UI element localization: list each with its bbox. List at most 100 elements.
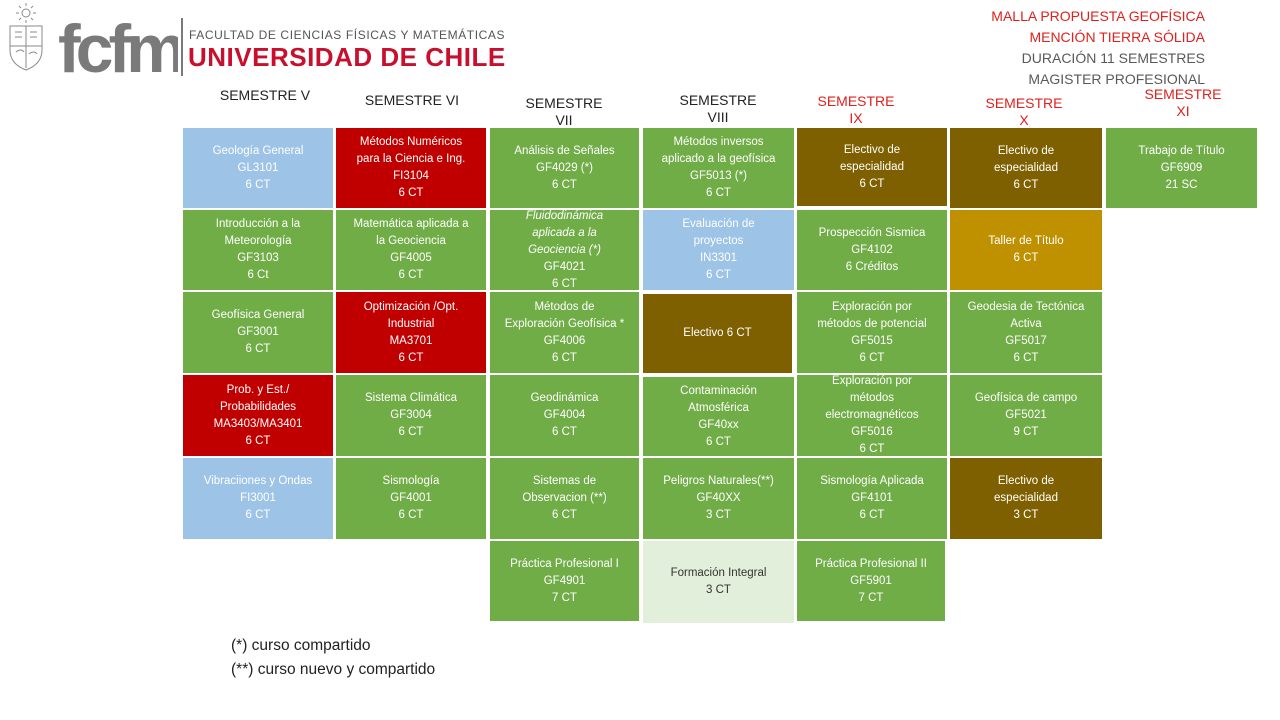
program-duration: DURACIÓN 11 SEMESTRES [1021, 50, 1205, 66]
course-line: Trabajo de Título [1138, 144, 1225, 157]
semester-header-ix: SEMESTRE IX [817, 93, 895, 126]
course-line: especialidad [994, 492, 1058, 504]
course-line: 9 CT [1013, 426, 1039, 438]
course-line: GF5021 [1005, 409, 1047, 421]
course-line: Industrial [387, 317, 435, 330]
course-box-formacion-integral: Formación Integral 3 CT [642, 540, 795, 624]
faculty-name: FACULTAD DE CIENCIAS FÍSICAS Y MATEMÁTIC… [189, 28, 506, 42]
course-box-geologia-general: Geología General GL3101 6 CT [182, 127, 334, 209]
course-line: Exploración por [832, 375, 912, 387]
semester-header-x: SEMESTRE X [985, 95, 1063, 128]
semester-header-vi: SEMESTRE VI [364, 92, 460, 108]
course-box-prospeccion-sismica: Prospección Sismica GF4102 6 Créditos [796, 209, 948, 291]
course-box-fluidodinamica: Fluidodinámica aplicada a la Geociencia (*… [489, 209, 640, 291]
course-line: GF4101 [851, 492, 893, 504]
course-line: aplicada a la [532, 226, 597, 239]
course-box-sistema-climatica: Sistema Climática GF3004 6 CT [335, 374, 487, 457]
course-line: Exploración Geofísica * [504, 317, 625, 330]
course-box-practica-profesional-1: Práctica Profesional I GF4901 7 CT [489, 540, 640, 622]
course-line: Probabilidades [219, 400, 297, 413]
course-line: GF4001 [390, 492, 432, 504]
course-line: Observacion (**) [522, 492, 607, 504]
course-box-evaluacion-proyectos: Evaluación de proyectos IN3301 6 CT [642, 209, 795, 291]
fcfm-logo: fcfm [58, 18, 178, 80]
course-line: Métodos inversos [673, 136, 764, 148]
course-line: la Geociencia [376, 235, 446, 247]
course-box-practica-profesional-2: Práctica Profesional II GF5901 7 CT [796, 540, 946, 622]
course-line: Prospección Sismica [818, 226, 926, 239]
course-line: Activa [1010, 317, 1042, 330]
footnotes: (*) curso compartido (**) curso nuevo y … [231, 634, 435, 682]
course-line: 6 CT [552, 509, 577, 521]
course-line: 3 CT [706, 509, 731, 521]
course-line: 6 CT [1013, 351, 1039, 364]
course-line: GF4029 (*) [536, 161, 593, 174]
course-box-electivo-viii: Electivo 6 CT [642, 293, 793, 374]
course-line: Vibraciiones y Ondas [203, 475, 313, 487]
course-box-contaminacion: Contaminación Atmosférica GF40xx 6 CT [642, 376, 795, 457]
course-box-electivo-x: Electivo de especialidad 6 CT [949, 127, 1103, 209]
course-line: 6 CT [398, 426, 424, 438]
course-line: 6 CT [398, 509, 424, 521]
university-seal-icon [9, 3, 43, 71]
course-line: Matemática aplicada a [353, 218, 469, 230]
course-box-analisis-senales: Análisis de Señales GF4029 (*) 6 CT [489, 127, 640, 209]
course-line: 6 CT [552, 277, 577, 290]
course-line: 6 CT [706, 435, 731, 448]
course-line: 6 CT [706, 269, 731, 281]
course-line: 7 CT [858, 591, 884, 604]
course-line: proyectos [693, 235, 744, 247]
course-line: Meteorología [224, 235, 292, 247]
course-line: Geodinámica [530, 392, 599, 404]
course-line: Electivo de [843, 143, 901, 156]
course-line: métodos [849, 392, 895, 404]
course-box-exploracion-electromagneticos: Exploración por métodos electromagnéticos G… [796, 374, 948, 457]
course-line: GF4901 [543, 574, 586, 587]
program-info: MALLA PROPUESTA GEOFÍSICA MENCIÓN TIERRA… [991, 6, 1205, 90]
course-line: Geociencia (*) [528, 243, 601, 256]
course-line: Introducción a la [215, 218, 301, 230]
course-line: Electivo 6 CT [683, 327, 752, 339]
program-title: MALLA PROPUESTA GEOFÍSICA [991, 8, 1205, 24]
footnote-new-shared: (**) curso nuevo y compartido [231, 661, 436, 678]
course-line: especialidad [840, 160, 904, 173]
course-line: Sismología Aplicada [820, 475, 924, 487]
course-line: Geofísica de campo [974, 392, 1078, 404]
course-box-matematica-aplicada: Matemática aplicada a la Geociencia GF4005… [335, 209, 487, 291]
course-line: 6 CT [1013, 178, 1039, 191]
course-line: GF4102 [851, 243, 893, 256]
course-line: Electivo de [997, 475, 1055, 487]
course-line: 6 CT [706, 187, 731, 199]
course-line: 6 CT [245, 178, 271, 191]
course-line: 6 Créditos [845, 260, 899, 273]
course-line: Análisis de Señales [514, 144, 615, 157]
course-line: 6 CT [398, 351, 424, 364]
program-mention: MENCIÓN TIERRA SÓLIDA [1029, 29, 1205, 45]
course-box-exploracion-potencial: Exploración por métodos de potencial GF501… [796, 291, 948, 374]
semester-header-vii: SEMESTRE VII [525, 95, 603, 128]
course-line: Optimización /Opt. [363, 300, 459, 313]
course-line: métodos de potencial [817, 317, 927, 330]
course-line: Métodos Numéricos [359, 136, 463, 148]
course-line: aplicado a la geofísica [661, 153, 776, 165]
course-box-peligros-naturales: Peligros Naturales(**) GF40XX 3 CT [642, 457, 795, 540]
footnote-shared: (*) curso compartido [231, 637, 371, 654]
course-line: 6 Ct [247, 269, 269, 281]
course-box-trabajo-titulo: Trabajo de Título GF6909 21 SC [1105, 127, 1258, 209]
course-line: para la Ciencia e Ing. [356, 153, 466, 165]
course-box-electivo-ix: Electivo de especialidad 6 CT [796, 127, 948, 207]
course-line: GF3004 [390, 409, 432, 421]
course-line: 6 CT [859, 177, 885, 190]
university-name: UNIVERSIDAD DE CHILE [188, 42, 506, 72]
course-box-electivo-x-2: Electivo de especialidad 3 CT [949, 457, 1103, 540]
course-line: GF4021 [543, 260, 586, 273]
logo-separator [181, 18, 183, 76]
course-box-sismologia-aplicada: Sismología Aplicada GF4101 6 CT [796, 457, 948, 540]
course-line: GF40xx [698, 418, 739, 431]
course-line: Geología General [212, 144, 304, 157]
course-box-metodos-inversos: Métodos inversos aplicado a la geofísica G… [642, 127, 795, 209]
course-line: 6 CT [245, 343, 271, 355]
course-line: Geofísica General [211, 309, 305, 321]
course-line: 21 SC [1165, 178, 1198, 191]
course-line: GF3001 [237, 326, 279, 338]
